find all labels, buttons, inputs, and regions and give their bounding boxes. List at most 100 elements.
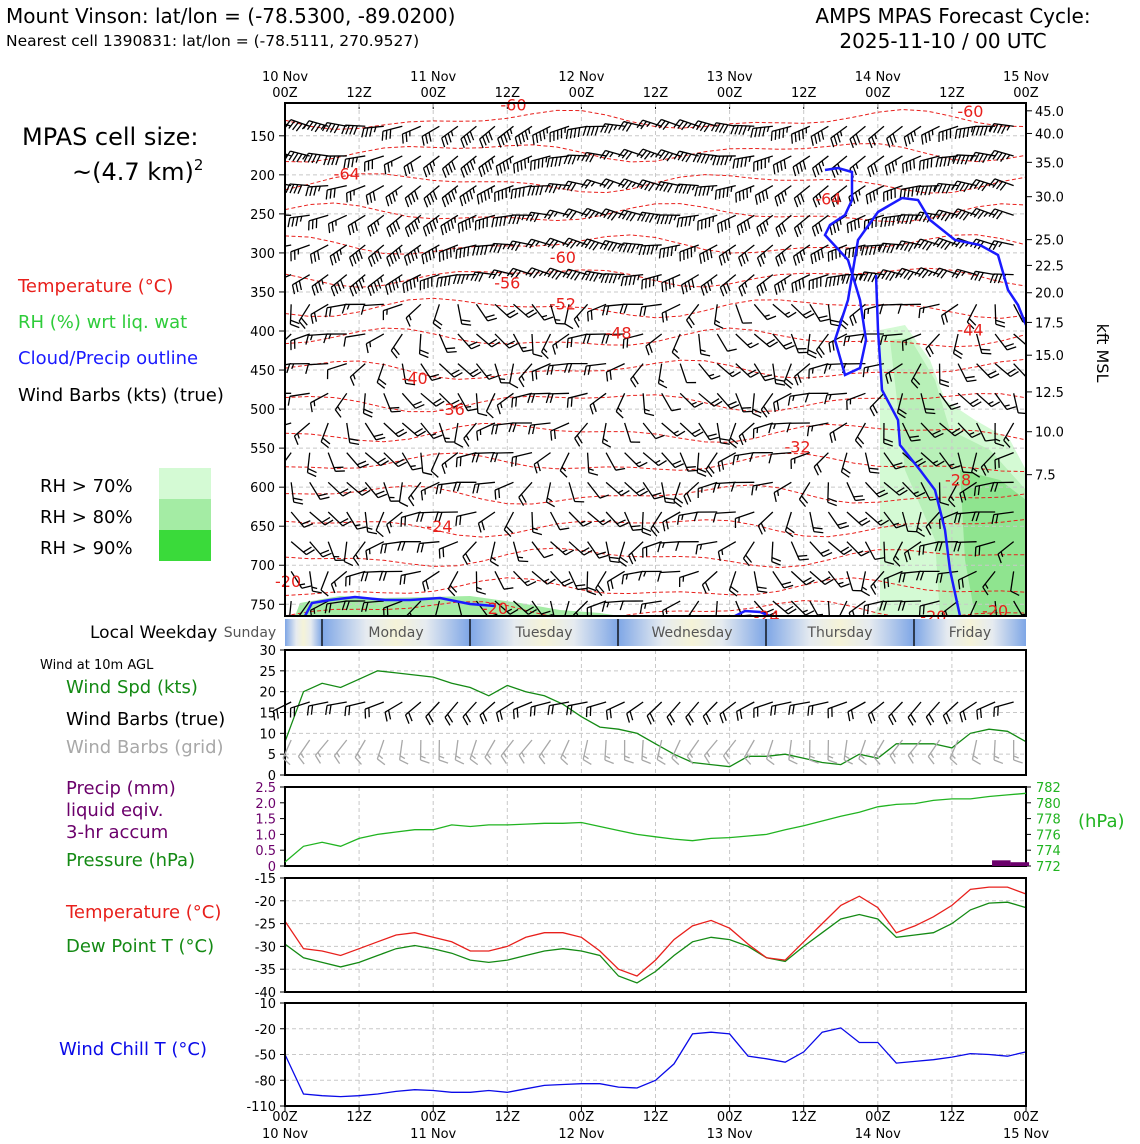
wind-speed-label: Wind Spd (kts) <box>66 677 198 698</box>
panel-tick-label: 5 <box>268 748 276 763</box>
cell-size-text: ~(4.7 km) <box>72 158 194 186</box>
weekday-name: Tuesday <box>515 625 573 641</box>
legend-cloud: Cloud/Precip outline <box>18 348 198 369</box>
pressure-tick-label: 600 <box>250 481 275 496</box>
barb-half <box>877 189 878 194</box>
kft-tick-label: 30.0 <box>1035 191 1064 206</box>
top-hour-label: 00Z <box>272 86 298 101</box>
barb-half <box>466 407 471 408</box>
barb-staff <box>419 512 439 513</box>
temperature-label: Temperature (°C) <box>65 902 221 923</box>
barb-full <box>669 279 670 288</box>
legend-rh70: RH > 70% <box>40 476 133 497</box>
barb-full <box>542 158 543 167</box>
bottom-hour-label: 12Z <box>643 1110 669 1125</box>
barb-half <box>923 308 924 313</box>
weekday-cell <box>285 619 322 646</box>
barb-full <box>923 160 924 169</box>
barb-full <box>798 555 807 556</box>
barb-full <box>534 706 535 715</box>
kft-tick-label: 7.5 <box>1035 469 1056 484</box>
barb-full <box>864 606 865 615</box>
temp-contour-label: -36 <box>439 400 465 419</box>
precip-bar <box>992 860 1011 866</box>
barb-full <box>715 190 716 199</box>
barb-full <box>571 397 572 406</box>
barb-half <box>546 157 547 162</box>
pressure-label: Pressure (hPa) <box>66 850 195 871</box>
panel-tick-label: -15 <box>255 872 276 887</box>
wind-barbs-true-label: Wind Barbs (true) <box>66 709 225 730</box>
barb-staff <box>587 571 588 591</box>
barb-full <box>499 489 500 498</box>
barb-full <box>456 250 457 259</box>
barb-staff <box>290 304 291 324</box>
temp-contour-label: -24 <box>426 517 452 536</box>
precip-label-2: liquid eqiv. <box>66 800 163 821</box>
weekday-name: Wednesday <box>651 625 732 641</box>
temp-contour-label: -52 <box>550 295 576 314</box>
pressure-tick-label: 250 <box>250 208 275 223</box>
kft-tick-label: 15.0 <box>1035 349 1064 364</box>
legend-rh70-swatch <box>159 468 211 499</box>
top-hour-label: 00Z <box>717 86 743 101</box>
barb-full <box>443 251 444 260</box>
top-date-label: 15 Nov <box>1003 70 1049 85</box>
barb-staff <box>605 274 625 275</box>
pressure-tick-label: 772 <box>1036 860 1061 875</box>
barb-staff <box>957 542 977 543</box>
temp-contour-label: -64 <box>815 189 841 208</box>
barb-full <box>792 134 793 143</box>
bottom-date-label: 13 Nov <box>707 1127 753 1140</box>
barb-full <box>727 187 728 196</box>
bottom-date-label: 14 Nov <box>855 1127 901 1140</box>
barb-full <box>519 561 528 562</box>
temp-contour-label: -44 <box>957 320 983 339</box>
barb-full <box>591 310 592 319</box>
barb-full <box>345 707 346 716</box>
panel-tick-label: 30 <box>259 644 276 659</box>
barb-full <box>977 710 978 719</box>
bottom-hour-label: 00Z <box>865 1110 891 1125</box>
barb-full <box>531 161 532 170</box>
legend-rh90-swatch <box>159 530 211 561</box>
bottom-hour-label: 12Z <box>939 1110 965 1125</box>
barb-full <box>536 370 537 379</box>
barb-half <box>896 160 897 165</box>
barb-full <box>868 605 869 614</box>
legend-rh80: RH > 80% <box>40 507 133 528</box>
top-hour-label: 00Z <box>420 86 446 101</box>
cell-size-value: ~(4.7 km)2 <box>72 156 203 186</box>
barb-full <box>447 352 456 353</box>
barb-full <box>450 248 451 257</box>
barb-half <box>518 557 523 558</box>
panel-tick-label: 1.5 <box>255 813 276 828</box>
barb-half <box>491 188 492 193</box>
panel-tick-label: 20 <box>259 686 276 701</box>
barb-full <box>742 408 751 409</box>
wind-barbs-grid-label: Wind Barbs (grid) <box>66 737 224 758</box>
barb-full <box>382 131 383 140</box>
barb-full <box>514 710 515 719</box>
barb-half <box>840 219 841 224</box>
precip-label: Precip (mm) <box>66 778 176 799</box>
bottom-hour-label: 12Z <box>495 1110 521 1125</box>
barb-full <box>495 490 496 499</box>
top-date-label: 12 Nov <box>558 70 604 85</box>
wind-10m-title: Wind at 10m AGL <box>40 658 154 673</box>
barb-full <box>642 280 643 289</box>
barb-full <box>908 531 917 532</box>
barb-full <box>688 470 697 471</box>
barb-full <box>925 409 934 410</box>
barb-full <box>975 547 976 556</box>
barb-full <box>662 283 663 292</box>
pressure-tick-label: 650 <box>250 520 275 535</box>
barb-full <box>743 190 744 199</box>
cycle-date: 2025-11-10 / 00 UTC <box>839 29 1046 53</box>
barb-full <box>902 341 903 350</box>
barb-full <box>406 133 407 142</box>
barb-full <box>884 579 885 588</box>
barb-full <box>646 279 647 288</box>
barb-full <box>743 411 752 412</box>
pressure-tick-label: 776 <box>1036 828 1061 843</box>
